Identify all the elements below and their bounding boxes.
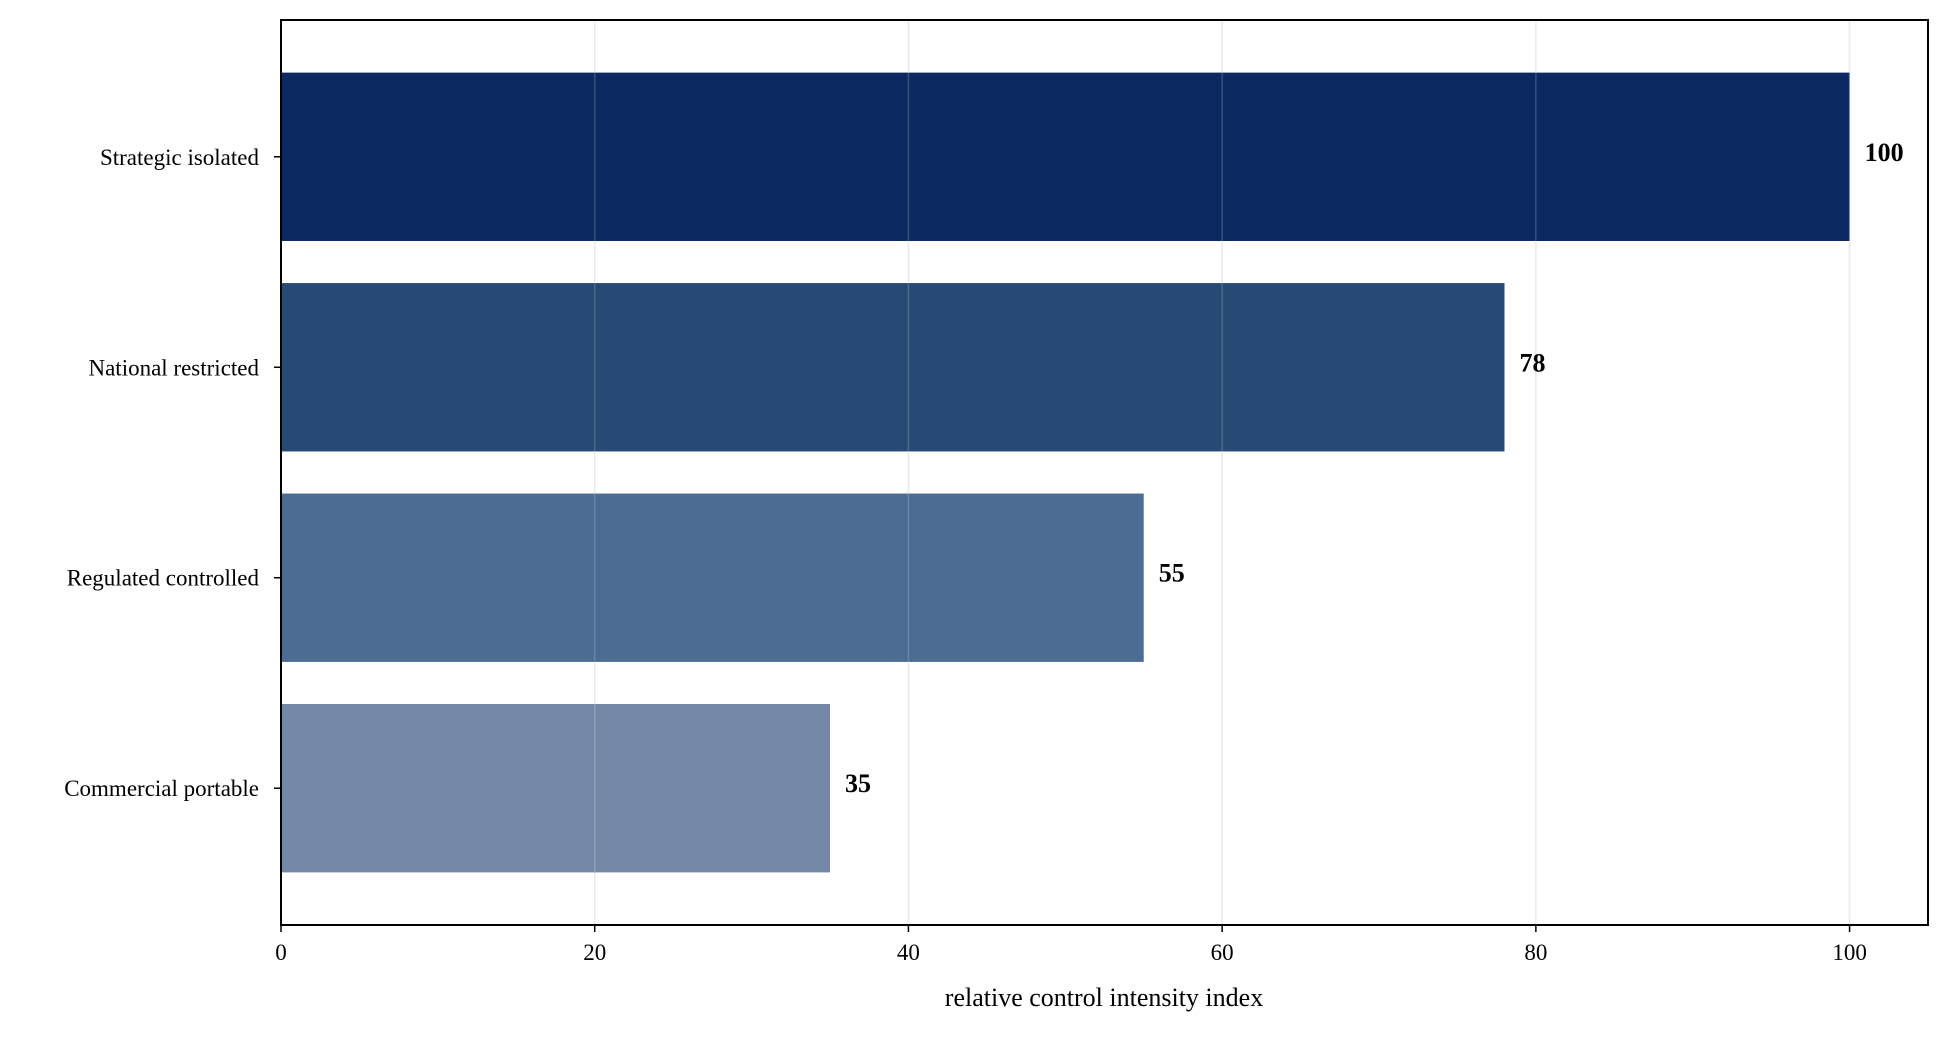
value-label: 55: [1159, 559, 1185, 588]
tick-layer: 0 20 40 60 80 100 Strategic isolated 100 Nationa…: [64, 138, 1903, 965]
category-label: Regulated controlled: [67, 566, 260, 591]
category-label: Commercial portable: [64, 776, 259, 801]
value-label: 35: [845, 769, 871, 798]
plot-frame: [280, 19, 1929, 926]
x-axis-label: relative control intensity index: [945, 983, 1263, 1012]
category-label: National restricted: [88, 355, 259, 380]
bar: [281, 283, 1505, 452]
bar-layer: [281, 20, 1851, 925]
bar: [281, 72, 1850, 241]
x-tick-label: 0: [275, 940, 287, 965]
value-label: 78: [1519, 348, 1545, 377]
x-tick-label: 80: [1524, 940, 1547, 965]
x-tick-label: 20: [583, 940, 606, 965]
category-label: Strategic isolated: [100, 145, 260, 170]
bar: [281, 493, 1144, 662]
x-tick-label: 60: [1211, 940, 1234, 965]
x-tick-label: 100: [1832, 940, 1867, 965]
value-label: 100: [1865, 138, 1904, 167]
x-tick-label: 40: [897, 940, 920, 965]
bar: [281, 704, 830, 873]
